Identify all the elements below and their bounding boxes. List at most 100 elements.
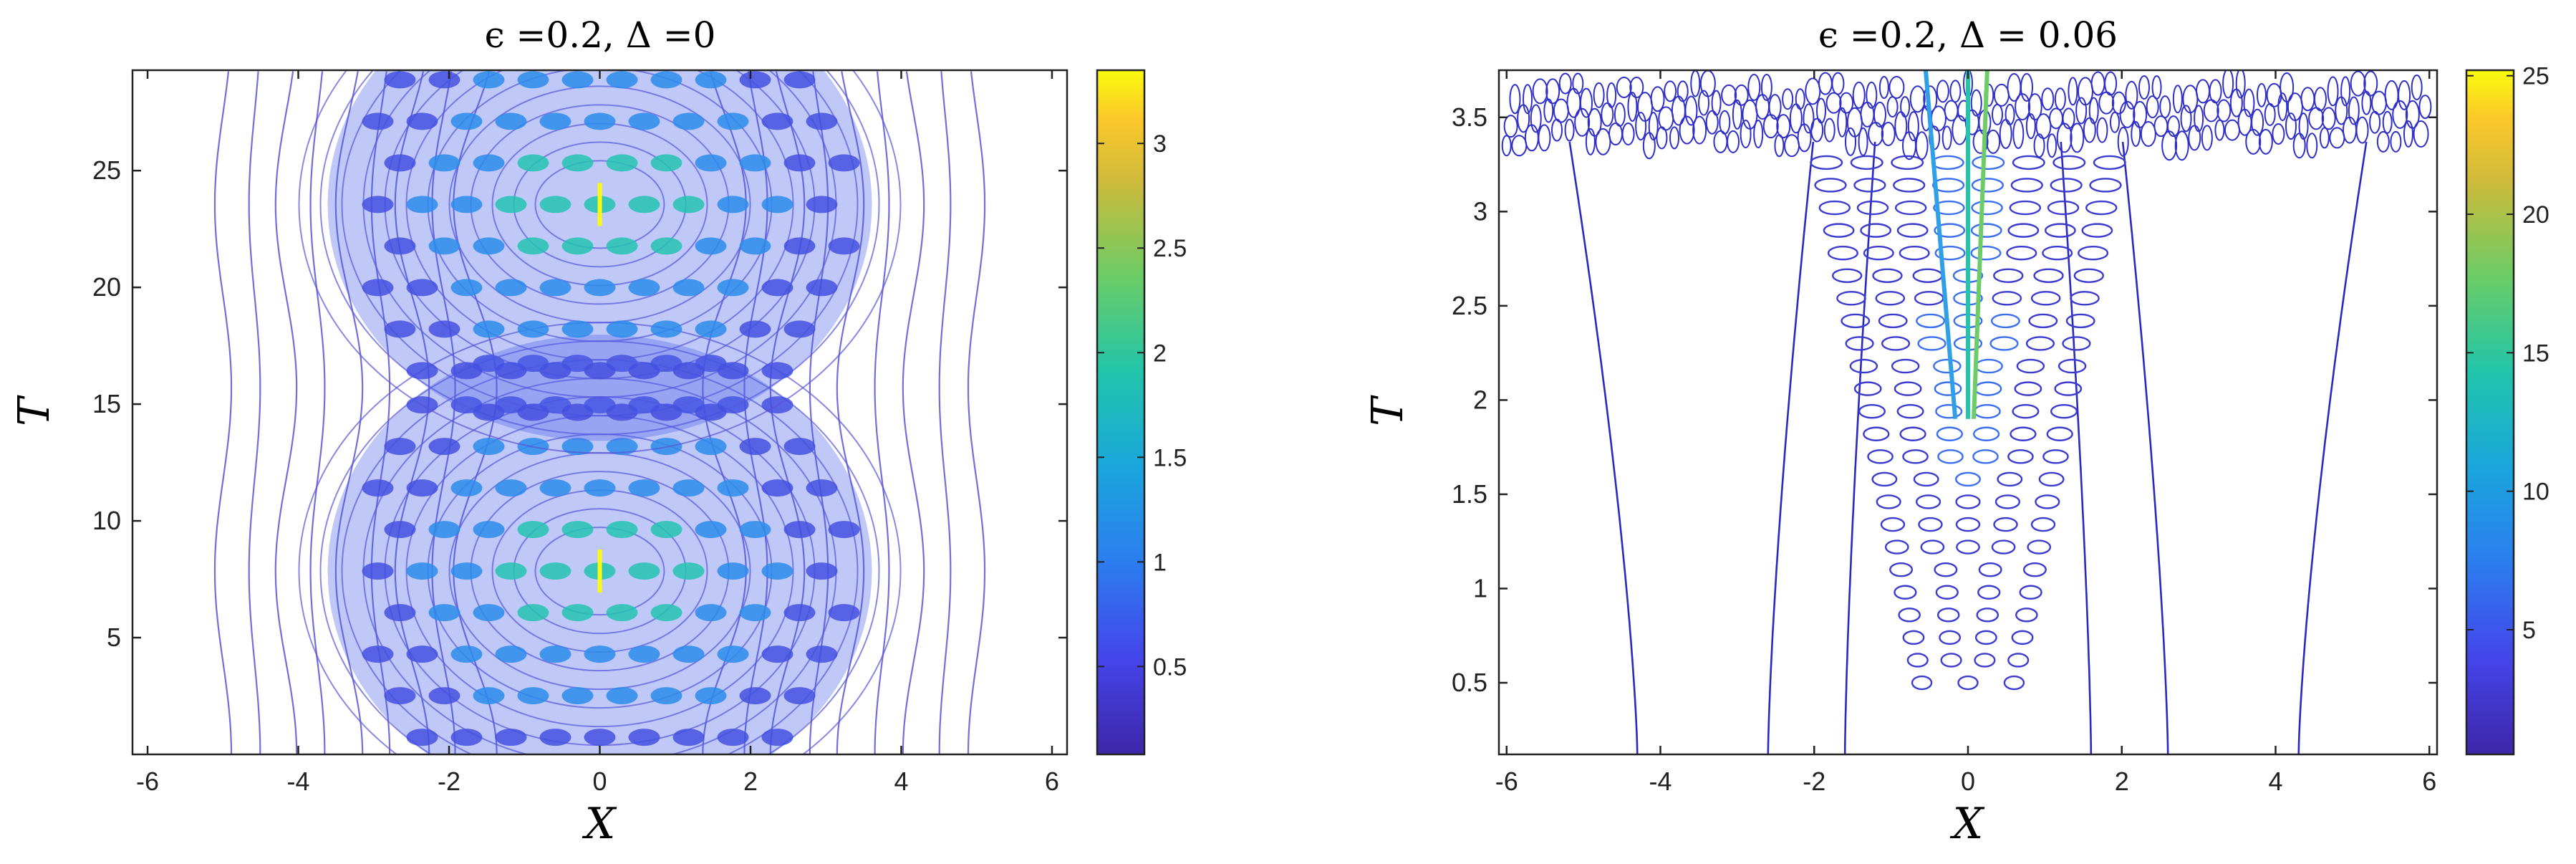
left-contour-spot — [672, 196, 705, 213]
right-contour-noise — [1858, 127, 1868, 156]
left-contour-spot — [473, 320, 505, 338]
left-contour-spot — [806, 196, 838, 213]
right-contour-noise — [1753, 119, 1764, 148]
right-colorbar-tick-label: 10 — [2522, 479, 2550, 506]
right-contour-noise — [1888, 75, 1905, 99]
right-contour-noise — [1776, 114, 1791, 139]
left-contour-spot — [562, 0, 594, 5]
left-contour-spot — [495, 645, 527, 663]
right-contour-noise — [2251, 108, 2264, 136]
right-contour-noise — [1907, 111, 1919, 142]
right-contour-blob — [1871, 471, 1898, 487]
left-contour-spot — [607, 0, 638, 5]
right-contour-blob — [2012, 403, 2040, 419]
right-contour-noise — [2027, 93, 2042, 121]
left-contour-ring — [341, 70, 859, 417]
left-contour-spot — [561, 71, 594, 89]
left-contour-spot — [739, 71, 771, 89]
right-contour-noise — [2405, 100, 2420, 129]
right-contour-noise — [2340, 76, 2351, 107]
right-contour-blob — [1894, 381, 1922, 396]
right-contour-noise — [1503, 115, 1518, 138]
right-contour-blob — [1971, 178, 2005, 193]
right-colorbar-tick-label: 20 — [2522, 201, 2550, 229]
left-contour-spot — [606, 71, 638, 89]
right-y-tick-label: 3.5 — [1452, 102, 1487, 132]
left-contour-spot — [761, 362, 793, 380]
left-x-axis-label: X — [582, 799, 617, 849]
left-contour-spot — [561, 687, 594, 705]
right-contour-noise — [1823, 117, 1835, 143]
left-contour-line — [938, 71, 952, 754]
right-chart-title: ϵ =0.2, Δ = 0.06 — [1818, 14, 2118, 56]
right-contour-blob — [2038, 471, 2065, 487]
right-contour-noise — [1511, 135, 1528, 157]
left-contour-spot — [407, 29, 438, 47]
left-contour-spot — [717, 112, 749, 130]
left-contour-spot — [495, 362, 527, 380]
right-contour-blob — [1814, 178, 1847, 193]
right-contour-noise — [1852, 81, 1866, 109]
right-contour-blob — [2093, 155, 2126, 171]
left-contour-spot — [518, 0, 549, 5]
left-contour-spot — [739, 320, 771, 338]
right-contour-noise — [2390, 130, 2402, 153]
left-contour-spot — [362, 279, 394, 297]
left-contour-spot — [495, 112, 527, 130]
left-contour-spot — [473, 438, 505, 456]
left-contour-spot — [406, 562, 438, 580]
left-y-tick-label: 10 — [92, 506, 121, 535]
right-contour-noise — [1936, 80, 1949, 103]
left-contour-spot — [672, 562, 705, 580]
left-contour-spot — [695, 687, 727, 705]
left-contour-spot — [695, 71, 727, 89]
right-contour-blob — [2012, 155, 2045, 171]
right-contour-blob — [1853, 178, 1886, 193]
right-contour-noise — [1970, 89, 1982, 117]
right-contour-blob — [2073, 268, 2104, 283]
right-contour-blob — [1970, 223, 2002, 238]
right-contour-blob — [1906, 653, 1929, 668]
right-contour-noise — [1595, 128, 1611, 155]
left-contour-spot — [517, 604, 549, 622]
left-contour-line — [836, 71, 865, 754]
right-contour-line — [1843, 141, 1876, 754]
left-contour-spot — [495, 729, 527, 747]
right-streak — [1923, 70, 1958, 419]
left-contour-spot — [761, 645, 793, 663]
left-chart: ϵ =0.2, Δ =0 -6 -4 -2 0 2 4 6 5 10 15 20 25 X T 0.5… — [9, 0, 1187, 849]
left-contour-spot — [406, 645, 438, 663]
left-contour-spot — [428, 521, 460, 539]
left-contour-spot — [672, 479, 705, 497]
right-contour-blob — [1893, 178, 1926, 193]
right-contour-noise — [1837, 107, 1848, 138]
right-contour-noise — [2033, 133, 2045, 158]
left-contour-line — [370, 71, 391, 754]
right-contour-noise — [1803, 103, 1815, 134]
left-contour-spot — [539, 645, 571, 663]
right-contour-blob — [2022, 562, 2047, 577]
left-contour-spot — [517, 154, 549, 172]
right-contour-noise — [2256, 82, 2267, 107]
left-contour-spot — [584, 362, 616, 380]
left-contour-line — [809, 71, 829, 754]
right-contour-blob — [1880, 517, 1906, 532]
right-contour-noise — [1553, 98, 1569, 123]
left-contour-spot — [828, 521, 860, 539]
right-y-tick-label: 1.5 — [1452, 479, 1487, 509]
left-contour-spot — [473, 521, 505, 539]
left-colorbar-tick-label: 2.5 — [1153, 235, 1187, 262]
left-x-tick-label: -6 — [136, 767, 159, 796]
right-contour-blob — [1972, 155, 2005, 171]
right-contour-noise — [1572, 72, 1584, 95]
right-contour-blob — [1957, 675, 1979, 691]
left-contour-spot — [628, 729, 660, 747]
left-contour-spot — [517, 687, 549, 705]
left-contour-spot — [517, 237, 549, 255]
right-contour-blob — [2014, 381, 2042, 396]
right-contour-noise — [1684, 95, 1698, 126]
left-contour-line — [248, 71, 261, 754]
right-contour-noise — [1941, 125, 1952, 150]
right-contour-noise — [1760, 73, 1772, 101]
left-contour-spot — [651, 770, 682, 787]
